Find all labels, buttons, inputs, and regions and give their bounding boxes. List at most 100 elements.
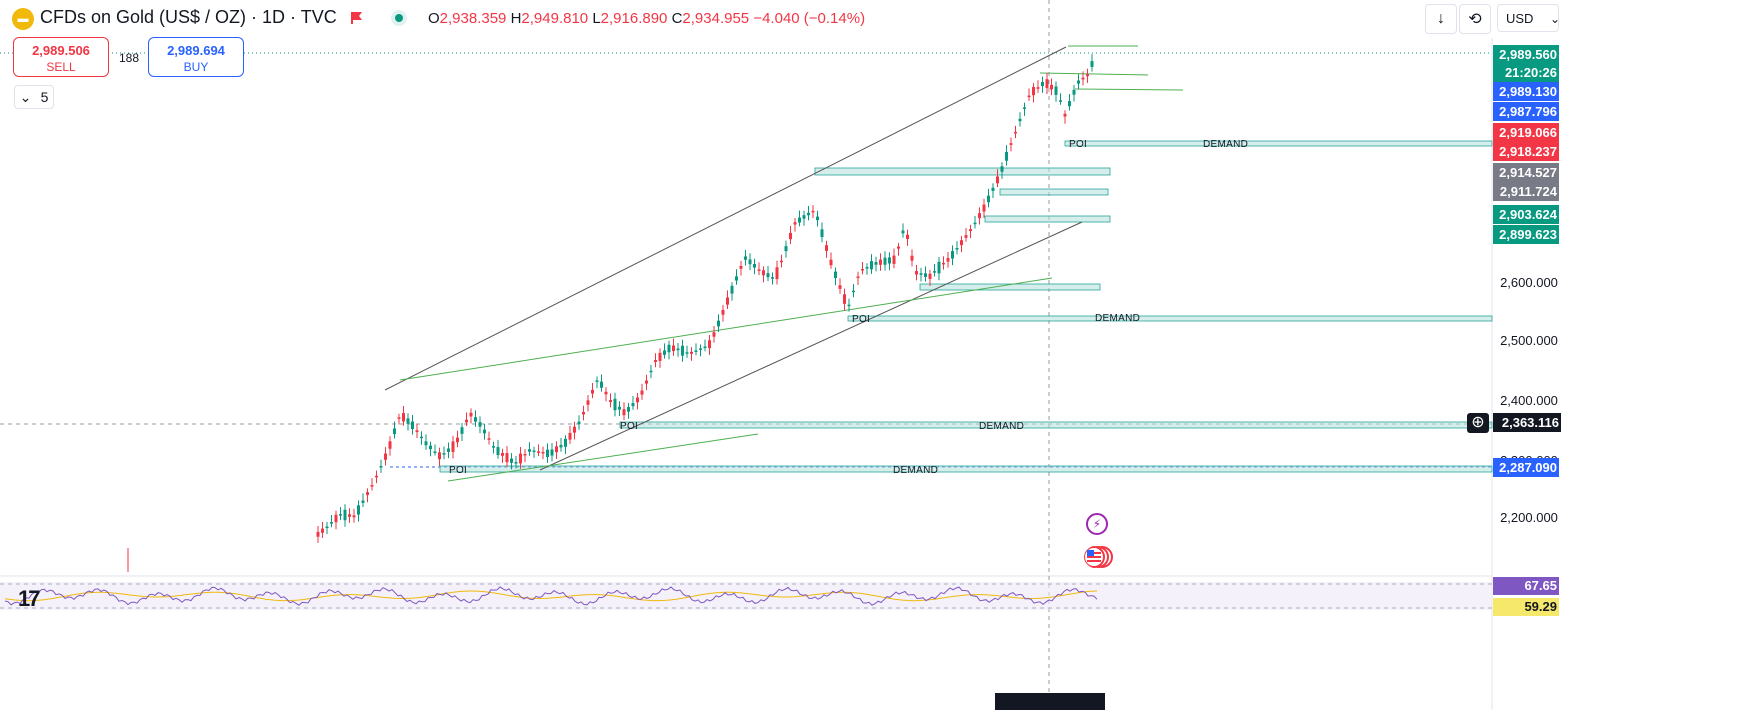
candle-body	[469, 412, 473, 417]
candle-body	[901, 230, 905, 234]
demand-label: DEMAND	[1095, 313, 1141, 324]
demand-zone	[814, 167, 1111, 176]
candle-body	[456, 437, 459, 443]
price-label: 2,899.623	[1493, 225, 1559, 244]
candle-body	[762, 270, 765, 276]
high-label: H	[510, 10, 522, 27]
candle-body	[1086, 74, 1089, 77]
market-open-status-icon[interactable]	[391, 10, 407, 26]
candle-body	[1045, 79, 1049, 89]
crosshair-price-label: 2,363.116	[1493, 413, 1561, 432]
price-label: 2,914.527	[1493, 163, 1559, 182]
demand-zone	[919, 283, 1101, 291]
buy-price: 2,989.694	[167, 43, 225, 58]
candle-body	[1018, 118, 1022, 122]
candle-body	[415, 430, 419, 433]
candle-body	[870, 261, 873, 270]
candle-body	[928, 273, 932, 279]
candle-body	[474, 417, 477, 422]
replay-icon[interactable]: ⟲	[1459, 4, 1491, 34]
candle-body	[316, 531, 320, 537]
rsi-line	[4, 586, 1098, 606]
candle-body	[748, 259, 752, 265]
candle-body	[865, 267, 869, 269]
us-flag-event-icon[interactable]	[1084, 545, 1114, 569]
lightning-event-icon[interactable]: ⚡	[1086, 513, 1108, 535]
currency-select[interactable]: USD ⌄	[1497, 4, 1560, 32]
candle-body	[672, 345, 675, 352]
candle-body	[973, 222, 977, 225]
symbol-title[interactable]: CFDs on Gold (US$ / OZ) · 1D · TVC	[40, 7, 337, 27]
price-label: 2,287.090	[1493, 458, 1559, 477]
candle-body	[780, 260, 783, 263]
candle-body	[478, 422, 482, 427]
candle-body	[546, 449, 549, 457]
candle-body	[1041, 81, 1044, 87]
candle-body	[501, 452, 504, 456]
open-label: O	[428, 10, 440, 27]
high-value: 2,949.810	[521, 10, 589, 27]
candle-body	[874, 262, 878, 265]
trend-line	[1039, 72, 1149, 76]
candle-body	[451, 441, 455, 452]
candle-body	[897, 246, 900, 249]
candle-body	[631, 403, 635, 407]
candle-body	[829, 259, 833, 266]
price-label: 2,989.130	[1493, 82, 1559, 101]
price-label: 2,987.796	[1493, 102, 1559, 121]
candle-body	[811, 210, 815, 213]
candle-body	[1032, 87, 1035, 96]
candle-body	[1068, 101, 1071, 107]
rsi-ma-line	[4, 590, 1098, 602]
sell-button[interactable]: 2,989.506 SELL	[13, 37, 109, 77]
buy-label: BUY	[183, 60, 209, 74]
candle-body	[775, 267, 779, 280]
candle-body	[460, 427, 464, 434]
candle-body	[330, 522, 333, 524]
axis-tick: 2,500.000	[1500, 333, 1558, 348]
candle-body	[609, 400, 612, 403]
open-value: 2,938.359	[439, 10, 507, 27]
candle-body	[483, 429, 486, 434]
candle-body	[370, 485, 374, 487]
add-alert-plus-icon[interactable]: ⊕	[1467, 413, 1489, 433]
candle-body	[492, 446, 495, 448]
candle-body	[753, 264, 756, 268]
candle-body	[937, 261, 941, 274]
candle-body	[384, 453, 387, 460]
candle-body	[933, 271, 936, 273]
poi-label: POI	[449, 465, 468, 476]
demand-label: DEMAND	[979, 421, 1025, 432]
candle-body	[838, 285, 842, 289]
candle-body	[519, 453, 522, 464]
close-value: 2,934.955	[682, 10, 750, 27]
candle-body	[834, 271, 837, 279]
demand-zone	[619, 421, 1493, 429]
low-value: 2,916.890	[600, 10, 668, 27]
price-label: 2,911.724	[1493, 182, 1559, 201]
candle-body	[667, 344, 671, 353]
axis-tick: 2,400.000	[1500, 393, 1558, 408]
axis-tick: 2,600.000	[1500, 275, 1558, 290]
poi-label: POI	[852, 314, 871, 325]
candle-body	[784, 246, 788, 252]
candle-body	[658, 352, 662, 361]
candle-body	[1063, 113, 1067, 117]
candle-body	[951, 251, 954, 259]
buy-button[interactable]: 2,989.694 BUY	[148, 37, 244, 77]
candle-body	[379, 466, 383, 468]
price-label: 2,903.624	[1493, 205, 1559, 224]
flag-icon[interactable]	[350, 11, 364, 25]
candle-body	[726, 297, 729, 305]
download-arrow-icon[interactable]: ↓	[1425, 4, 1457, 34]
candle-body	[789, 232, 792, 240]
indicators-legend-toggle[interactable]: ⌄ 5	[14, 85, 54, 109]
candle-body	[730, 285, 734, 294]
demand-zone	[984, 215, 1111, 223]
candle-body	[955, 248, 959, 250]
tradingview-logo: 17	[18, 586, 41, 611]
candle-body	[325, 526, 329, 529]
candle-body	[712, 332, 716, 337]
candle-body	[496, 447, 500, 456]
